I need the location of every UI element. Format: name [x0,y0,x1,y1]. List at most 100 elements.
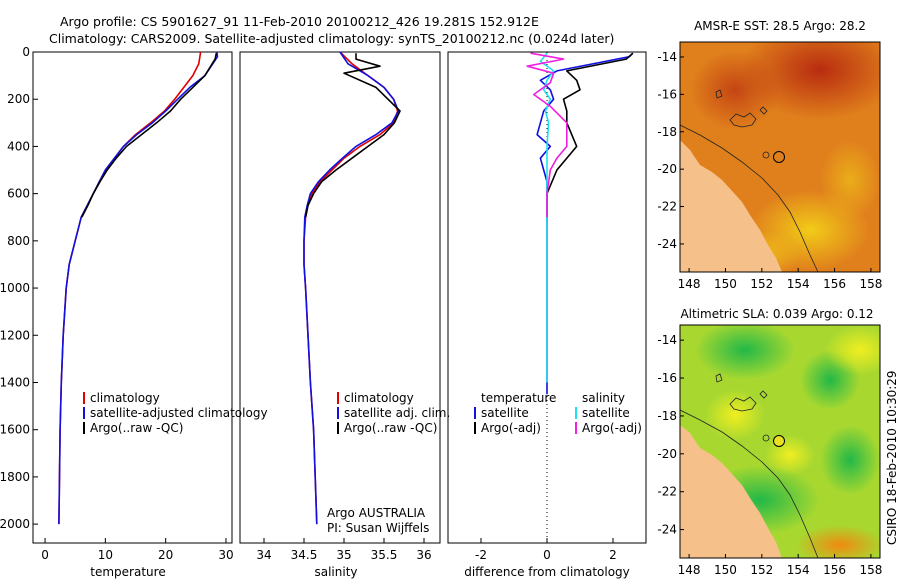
depth-axis-ticks: 0 200 400 600 800 1000 1200 1400 1600 1800 2000 [0,45,38,531]
sla-reef-outline [715,373,768,412]
depth-tick-label: 2000 [0,517,30,531]
sst-lat-label: -14 [657,50,677,64]
salinity-axes [239,51,441,544]
sst-map-frame [679,41,881,273]
legend-title-temperature: temperature [481,391,556,405]
temperature-series [58,51,219,525]
legend-label-sal-argo: Argo(-adj) [582,421,642,435]
credit-label: CSIRO 18-Feb-2010 10:30:29 [885,370,899,545]
salinity-tick-label: 34.5 [291,548,318,562]
sla-lat-label: -14 [657,333,677,347]
series-line-argo-raw-qc- [304,53,401,218]
depth-tick-label: 400 [7,139,30,153]
depth-tick-label: 1800 [0,470,30,484]
sst-warm-patch [690,50,780,130]
salinity-legend: climatology satellite adj. clim. Argo(..… [337,391,450,435]
temperature-panel: 0 200 400 600 800 1000 1200 1400 1600 1800 2000 0 1… [0,45,268,579]
sst-axis-ticks: 148 150 152 154 156 158 -14 -16 -18 -20 -22 -24 [657,50,882,291]
difference-tick-label: 0 [543,548,551,562]
salinity-series [303,51,401,525]
sla-yellow-patch-3 [765,435,815,475]
sla-lat-label: -16 [657,371,677,385]
legend-label-sal-satellite: satellite [582,406,630,420]
depth-tick-label: 200 [7,92,30,106]
legend-label-climatology: climatology [90,391,160,405]
series-line-satellite-adj-clim- [303,51,400,525]
sla-lat-label: -18 [657,409,677,423]
sst-map-panel: AMSR-E SST: 28.5 Argo: 28.2 148 150 152 154… [657,19,882,291]
sla-map-panel: Altimetric SLA: 0.039 Argo: 0.12 148 150 1… [657,307,882,577]
temperature-axis-label: temperature [90,565,165,579]
sla-lon-label: 148 [678,563,701,577]
series-line-climatology [303,51,399,525]
depth-tick-label: 600 [7,187,30,201]
salinity-panel: 34 34.5 35 35.5 36 salinity climatology sate… [239,51,450,579]
series-line-satellite-adjusted-climatology [58,51,219,525]
temperature-axis-ticks: 0 10 20 30 [41,538,234,562]
depth-tick-label: 800 [7,234,30,248]
temperature-tick-label: 30 [218,548,233,562]
series-line-salinity-argo-adj- [526,52,568,218]
difference-axis-ticks: -2 0 2 [475,538,617,562]
difference-series [526,52,634,395]
sst-reef-dot [762,151,770,159]
temperature-tick-label: 20 [158,548,173,562]
sst-argo-marker [773,151,785,163]
sst-lon-label: 152 [750,277,773,291]
sla-land [680,425,782,558]
salinity-tick-label: 34 [256,548,271,562]
sst-reef-outline [715,89,768,128]
salinity-tick-label: 36 [416,548,431,562]
difference-tick-label: 2 [609,548,617,562]
sst-lat-label: -24 [657,237,677,251]
sst-lat-label: -22 [657,200,677,214]
difference-panel: -2 0 2 difference from climatology tempera… [447,51,647,579]
temperature-tick-label: 10 [98,548,113,562]
sla-orange-patch [795,525,880,558]
depth-tick-label: 0 [22,45,30,59]
header-line-1: Argo profile: CS 5901627_91 11-Feb-2010 … [60,14,539,29]
sla-lat-label: -22 [657,485,677,499]
sla-reef-dot [762,434,770,442]
legend-label-climatology: climatology [344,391,414,405]
legend-label-satellite-adj: satellite adj. clim. [344,406,450,420]
sst-lat-label: -20 [657,162,677,176]
sla-lat-label: -24 [657,523,677,537]
legend-label-temp-argo: Argo(-adj) [481,421,541,435]
sst-lon-label: 158 [859,277,882,291]
sla-yellow-patch-2 [705,390,765,440]
sla-lon-label: 152 [750,563,773,577]
sst-lon-label: 150 [714,277,737,291]
sst-lon-label: 156 [823,277,846,291]
salinity-axis-ticks: 34 34.5 35 35.5 36 [256,538,432,562]
series-line-temperature-argo-adj- [546,52,634,218]
series-line-temperature-satellite [536,52,634,395]
sst-land [680,140,782,272]
sst-shelf-contour [680,124,819,272]
sst-lat-label: -18 [657,125,677,139]
depth-tick-label: 1200 [0,328,30,342]
sla-lat-label: -20 [657,447,677,461]
legend-label-argo: Argo(..raw -QC) [344,421,437,435]
legend-label-argo: Argo(..raw -QC) [90,421,183,435]
sst-lon-label: 154 [787,277,810,291]
sst-heatmap [680,42,880,272]
sla-argo-marker [773,435,785,447]
argo-program-label: Argo AUSTRALIA [327,506,426,520]
depth-tick-label: 1400 [0,375,30,389]
sla-map-frame [679,324,881,559]
sla-yellow-patch [825,325,880,375]
salinity-tick-label: 35.5 [371,548,398,562]
header-line-2: Climatology: CARS2009. Satellite-adjuste… [49,31,614,46]
depth-tick-label: 1600 [0,423,30,437]
sst-cool-patch-3 [820,140,880,220]
sst-lon-label: 148 [678,277,701,291]
legend-label-temp-satellite: satellite [481,406,529,420]
temperature-axes [32,51,233,544]
sla-lon-label: 150 [714,563,737,577]
salinity-tick-label: 35 [336,548,351,562]
sst-lat-label: -16 [657,87,677,101]
legend-label-satellite-adjusted: satellite-adjusted climatology [90,406,268,420]
sla-heatmap [680,325,880,558]
